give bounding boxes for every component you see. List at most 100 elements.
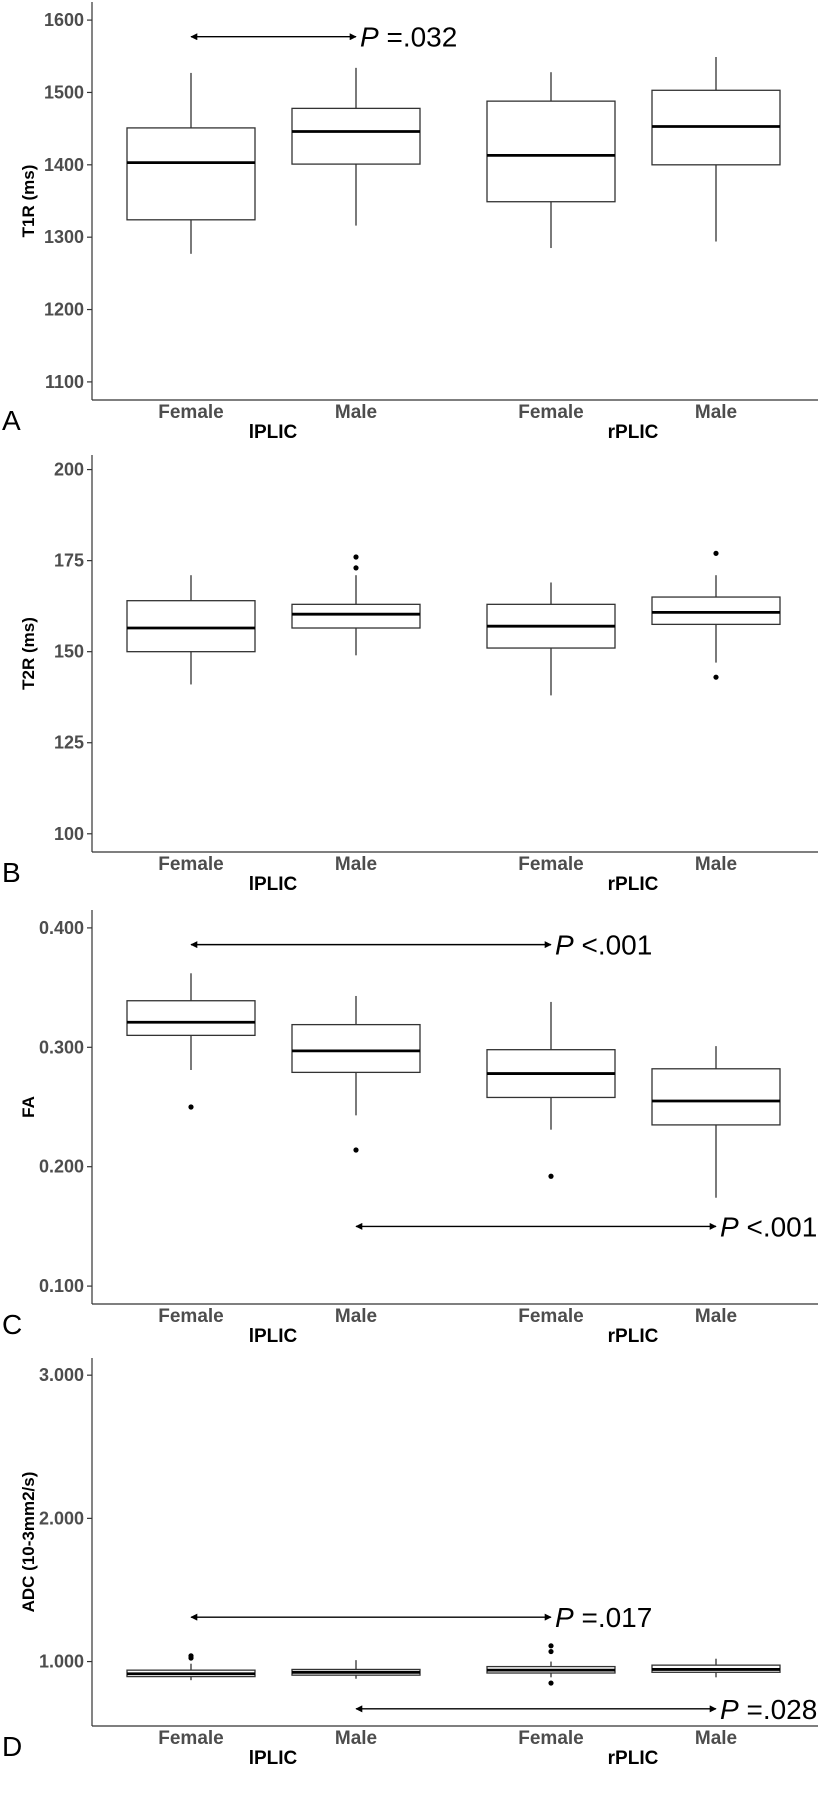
iqr-box xyxy=(651,596,781,626)
panel-a: 1100 1200 1300 1400 1500 1600 T1R (ms) Female Ma… xyxy=(2,2,818,443)
panel-label: D xyxy=(2,1731,22,1762)
x-category-label: Female xyxy=(518,1728,583,1749)
y-tick-label: 1100 xyxy=(45,372,84,392)
panel-d: 1.000 2.000 3.000 ADC (10-3mm2/s) Female Male… xyxy=(2,1358,818,1769)
x-group-label: lPLIC xyxy=(249,422,298,443)
y-axis-label: FA xyxy=(19,1096,38,1118)
y-tick-label: 1.000 xyxy=(39,1652,84,1672)
p-value-label: P =.028 xyxy=(720,1694,817,1725)
outlier-point xyxy=(353,554,359,560)
x-group-label: rPLIC xyxy=(608,874,659,895)
p-value-label: P <.001 xyxy=(720,1211,817,1242)
y-tick-label: 1400 xyxy=(44,155,84,175)
box-1 xyxy=(126,575,256,685)
panel-label: C xyxy=(2,1309,22,1340)
box-2 xyxy=(291,67,421,226)
p-value: <.001 xyxy=(739,1211,818,1242)
box-3 xyxy=(486,72,616,249)
x-category-label: Male xyxy=(335,402,377,423)
box-2 xyxy=(291,554,421,656)
x-category-label: Male xyxy=(695,1306,737,1327)
x-group-label: rPLIC xyxy=(608,1748,659,1769)
y-tick-label: 0.400 xyxy=(39,918,84,938)
p-symbol: P xyxy=(360,22,379,53)
box-3 xyxy=(486,1643,616,1686)
p-symbol: P xyxy=(555,930,574,961)
y-tick-label: 1500 xyxy=(44,82,84,102)
x-group-label: rPLIC xyxy=(608,422,659,443)
box-4 xyxy=(651,56,781,242)
outlier-point xyxy=(188,1104,194,1110)
outlier-point xyxy=(548,1173,554,1179)
x-group-label: lPLIC xyxy=(249,1748,298,1769)
x-category-label: Female xyxy=(158,1306,223,1327)
box-4 xyxy=(651,550,781,680)
y-tick-label: 1300 xyxy=(44,227,84,247)
x-category-label: Male xyxy=(695,402,737,423)
x-category-label: Male xyxy=(335,854,377,875)
y-tick-label: 125 xyxy=(54,733,84,753)
box-1 xyxy=(126,1653,256,1681)
box-1 xyxy=(126,72,256,254)
iqr-box xyxy=(126,1000,256,1037)
p-symbol: P xyxy=(555,1602,574,1633)
outlier-point xyxy=(548,1648,554,1655)
outlier-point xyxy=(548,1680,554,1686)
p-value: <.001 xyxy=(574,930,653,961)
box-2 xyxy=(291,1660,421,1679)
y-axis-label: ADC (10-3mm2/s) xyxy=(19,1472,38,1613)
p-value-label: P =.032 xyxy=(360,22,457,53)
iqr-box xyxy=(126,127,256,221)
p-symbol: P xyxy=(720,1694,739,1725)
y-axis-label: T2R (ms) xyxy=(19,617,38,690)
p-value-label: P <.001 xyxy=(555,930,652,961)
y-tick-label: 0.300 xyxy=(39,1037,84,1057)
outlier-point xyxy=(548,1643,554,1649)
y-axis-label: T1R (ms) xyxy=(19,165,38,238)
x-category-label: Female xyxy=(158,1728,223,1749)
outlier-point xyxy=(353,1147,359,1153)
y-tick-label: 2.000 xyxy=(39,1508,84,1528)
p-value: =.028 xyxy=(739,1694,818,1725)
y-tick-label: 1200 xyxy=(44,300,84,320)
x-group-label: rPLIC xyxy=(608,1326,659,1347)
y-tick-label: 150 xyxy=(54,642,84,662)
box-2 xyxy=(291,995,421,1153)
iqr-box xyxy=(291,107,421,165)
x-category-label: Female xyxy=(518,402,583,423)
y-tick-label: 175 xyxy=(54,551,84,571)
y-tick-label: 1600 xyxy=(44,10,84,30)
iqr-box xyxy=(291,603,421,629)
y-tick-label: 0.200 xyxy=(39,1157,84,1177)
outlier-point xyxy=(188,1653,194,1659)
x-category-label: Male xyxy=(695,854,737,875)
box-4 xyxy=(651,1046,781,1198)
x-category-label: Male xyxy=(335,1306,377,1327)
x-category-label: Female xyxy=(518,1306,583,1327)
box-3 xyxy=(486,1001,616,1179)
x-category-label: Male xyxy=(695,1728,737,1749)
x-group-label: lPLIC xyxy=(249,1326,298,1347)
panel-c: 0.100 0.200 0.300 0.400 FA Female Male Female Ma… xyxy=(2,910,818,1347)
p-value: =.032 xyxy=(379,22,458,53)
panel-label: B xyxy=(2,857,21,888)
box-1 xyxy=(126,973,256,1110)
p-value-label: P =.017 xyxy=(555,1602,652,1633)
iqr-box xyxy=(651,1068,781,1126)
panel-label: A xyxy=(2,405,21,436)
outlier-point xyxy=(713,550,719,556)
y-tick-label: 3.000 xyxy=(39,1365,84,1385)
box-4 xyxy=(651,1658,781,1678)
x-category-label: Female xyxy=(158,854,223,875)
y-tick-label: 0.100 xyxy=(39,1276,84,1296)
iqr-box xyxy=(486,100,616,203)
p-value: =.017 xyxy=(574,1602,653,1633)
x-category-label: Female xyxy=(158,402,223,423)
p-symbol: P xyxy=(720,1211,739,1242)
x-category-label: Male xyxy=(335,1728,377,1749)
iqr-box xyxy=(126,600,256,653)
y-tick-label: 200 xyxy=(54,460,84,480)
outlier-point xyxy=(353,565,359,571)
outlier-point xyxy=(713,674,719,680)
